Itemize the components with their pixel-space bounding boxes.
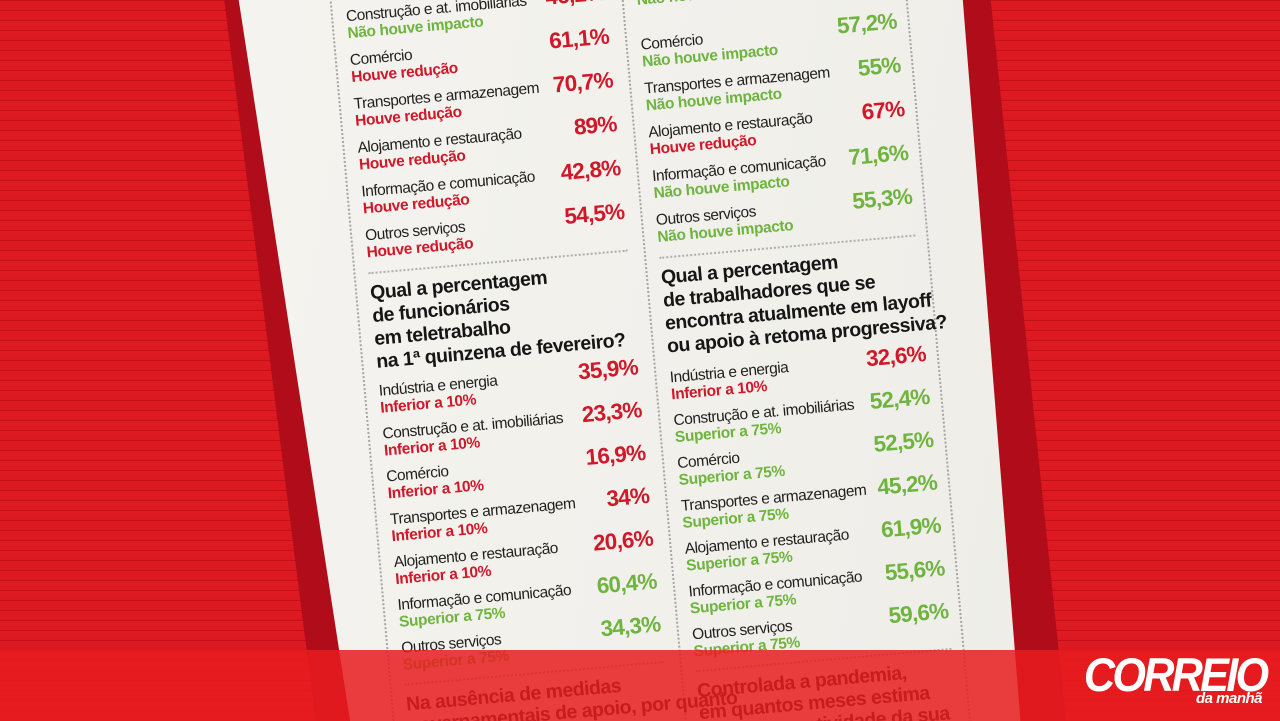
sector-value: 32,6% xyxy=(864,341,927,372)
sector-value: 55% xyxy=(856,52,902,81)
sector-value: 60,4% xyxy=(595,568,658,599)
sector-value: 61,1% xyxy=(548,23,610,54)
sector-value: 57,2% xyxy=(835,8,898,39)
sector-value: 71,6% xyxy=(847,139,910,170)
sector-value: 52,4% xyxy=(868,383,931,415)
question-layoff: Qual a percentagem de trabalhadores que … xyxy=(660,244,948,358)
left-teletrabalho-rows: Indústria e energia 35,9% Inferior a 10%… xyxy=(378,354,663,680)
left-top-rows: Construção e at. imobiliárias 46,2% Não … xyxy=(345,0,627,268)
sector-value: 59,6% xyxy=(887,598,950,629)
sector-value: 67% xyxy=(860,96,906,125)
logo-text-da-manha: da manhã xyxy=(1195,690,1263,707)
sector-value: 54,5% xyxy=(563,198,626,229)
sector-value: 61,9% xyxy=(879,512,942,543)
sector-value: 34% xyxy=(605,482,651,512)
logo-text-correio: CORREIO xyxy=(1083,648,1269,701)
sector-value: 89% xyxy=(572,111,618,140)
sector-value: 35,9% xyxy=(577,354,639,385)
sector-value: 55,3% xyxy=(851,183,913,214)
left-column: Construção e at. imobiliárias 46,2% Não … xyxy=(345,0,738,721)
correio-da-manha-logo: CORREIO da manhã xyxy=(1068,648,1269,707)
sector-value: 70,7% xyxy=(551,67,614,98)
sector-value: 55,6% xyxy=(883,555,946,586)
right-layoff-rows: Indústria e energia 32,6% Inferior a 10%… xyxy=(669,341,951,666)
sector-value: 52,5% xyxy=(872,426,935,457)
right-column: Não houve impacto Comércio 57,2% Não hou… xyxy=(636,0,959,721)
sector-value: 20,6% xyxy=(592,525,654,556)
bottom-red-band: CORREIO da manhã xyxy=(0,650,1280,721)
sector-value: 45,2% xyxy=(876,469,938,500)
sector-value: 34,3% xyxy=(599,611,662,642)
sector-value: 42,8% xyxy=(559,154,622,186)
right-top-rows: Não houve impacto Comércio 57,2% Não hou… xyxy=(636,0,915,253)
sector-answer: Não houve impacto xyxy=(636,0,894,10)
sector-value: 23,3% xyxy=(580,397,643,428)
sector-value: 16,9% xyxy=(584,439,647,471)
